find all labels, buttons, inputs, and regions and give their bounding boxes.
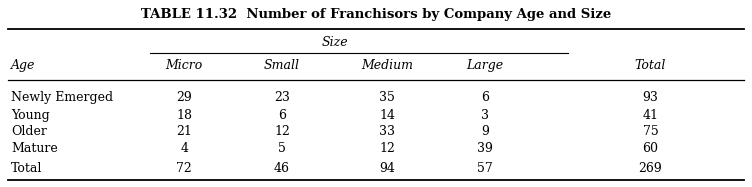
Text: 18: 18	[176, 108, 193, 122]
Text: Medium: Medium	[361, 59, 414, 72]
Text: TABLE 11.32  Number of Franchisors by Company Age and Size: TABLE 11.32 Number of Franchisors by Com…	[141, 8, 611, 22]
Text: 94: 94	[379, 162, 396, 175]
Text: Micro: Micro	[165, 59, 203, 72]
Text: 12: 12	[274, 125, 290, 138]
Text: Size: Size	[321, 36, 348, 49]
Text: 6: 6	[481, 91, 489, 104]
Text: 60: 60	[642, 142, 659, 155]
Text: 35: 35	[379, 91, 396, 104]
Text: 9: 9	[481, 125, 489, 138]
Text: 33: 33	[379, 125, 396, 138]
Text: 5: 5	[278, 142, 286, 155]
Text: Mature: Mature	[11, 142, 58, 155]
Text: 75: 75	[643, 125, 658, 138]
Text: Age: Age	[11, 59, 35, 72]
Text: Total: Total	[11, 162, 43, 175]
Text: 93: 93	[642, 91, 659, 104]
Text: 6: 6	[278, 108, 286, 122]
Text: 21: 21	[176, 125, 193, 138]
Text: 57: 57	[478, 162, 493, 175]
Text: 4: 4	[180, 142, 188, 155]
Text: 14: 14	[379, 108, 396, 122]
Text: 39: 39	[477, 142, 493, 155]
Text: Small: Small	[264, 59, 300, 72]
Text: Newly Emerged: Newly Emerged	[11, 91, 114, 104]
Text: Total: Total	[635, 59, 666, 72]
Text: 12: 12	[379, 142, 396, 155]
Text: 3: 3	[481, 108, 489, 122]
Text: Older: Older	[11, 125, 47, 138]
Text: 269: 269	[638, 162, 663, 175]
Text: 23: 23	[274, 91, 290, 104]
Text: 46: 46	[274, 162, 290, 175]
Text: 41: 41	[642, 108, 659, 122]
Text: 29: 29	[177, 91, 192, 104]
Text: Large: Large	[466, 59, 504, 72]
Text: 72: 72	[177, 162, 192, 175]
Text: Young: Young	[11, 108, 50, 122]
